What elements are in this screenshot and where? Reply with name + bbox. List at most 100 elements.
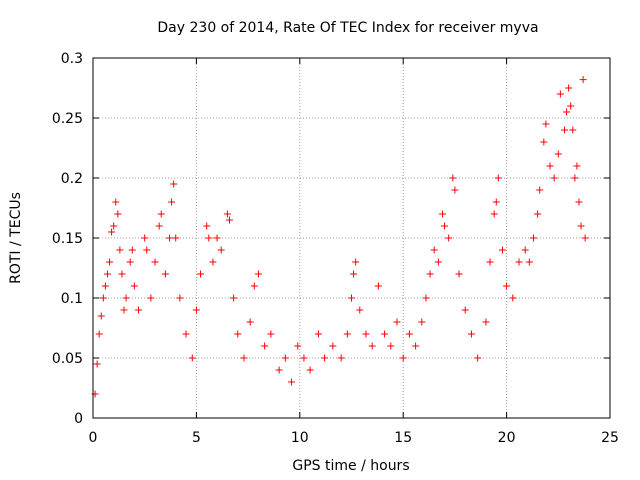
data-point — [108, 228, 116, 236]
y-tick-label: 0.1 — [61, 291, 83, 307]
data-point — [343, 330, 351, 338]
data-point — [350, 270, 358, 278]
data-point — [534, 210, 542, 218]
data-point — [155, 222, 163, 230]
data-point — [581, 234, 589, 242]
data-point — [449, 174, 457, 182]
data-point — [157, 210, 165, 218]
data-point — [540, 138, 548, 146]
data-point — [223, 210, 231, 218]
data-point — [234, 330, 242, 338]
data-point — [573, 162, 581, 170]
data-point — [170, 180, 178, 188]
data-point — [422, 294, 430, 302]
data-point — [445, 234, 453, 242]
data-point — [306, 366, 314, 374]
data-point — [455, 270, 463, 278]
data-point — [546, 162, 554, 170]
data-point — [374, 282, 382, 290]
x-tick-label: 15 — [394, 430, 412, 446]
data-point — [172, 234, 180, 242]
data-point — [122, 294, 130, 302]
data-point — [103, 270, 111, 278]
data-point — [441, 222, 449, 230]
data-point — [97, 312, 105, 320]
data-points — [91, 76, 589, 398]
data-point — [399, 354, 407, 362]
data-point — [368, 342, 376, 350]
x-tick-label: 10 — [291, 430, 309, 446]
data-point — [561, 126, 569, 134]
data-point — [230, 294, 238, 302]
data-point — [509, 294, 517, 302]
data-point — [120, 306, 128, 314]
data-point — [503, 282, 511, 290]
data-point — [579, 76, 587, 84]
data-point — [542, 120, 550, 128]
data-point — [482, 318, 490, 326]
data-point — [209, 258, 217, 266]
data-point — [554, 150, 562, 158]
data-point — [490, 210, 498, 218]
data-point — [569, 126, 577, 134]
data-point — [151, 258, 159, 266]
data-point — [461, 306, 469, 314]
data-point — [294, 342, 302, 350]
data-point — [486, 258, 494, 266]
data-point — [126, 258, 134, 266]
data-point — [426, 270, 434, 278]
data-point — [515, 258, 523, 266]
data-point — [571, 174, 579, 182]
x-tick-label: 5 — [192, 430, 201, 446]
data-point — [529, 234, 537, 242]
data-point — [412, 342, 420, 350]
data-point — [141, 234, 149, 242]
data-point — [314, 330, 322, 338]
data-point — [281, 354, 289, 362]
data-point — [498, 246, 506, 254]
data-point — [110, 222, 118, 230]
data-point — [387, 342, 395, 350]
data-point — [536, 186, 544, 194]
data-point — [182, 330, 190, 338]
data-point — [329, 342, 337, 350]
data-point — [451, 186, 459, 194]
data-point — [393, 318, 401, 326]
data-point — [205, 234, 213, 242]
data-point — [240, 354, 248, 362]
data-point — [267, 330, 275, 338]
plot-frame — [92, 57, 611, 419]
data-point — [118, 270, 126, 278]
y-tick-label: 0.2 — [61, 171, 83, 187]
data-point — [381, 330, 389, 338]
data-point — [474, 354, 482, 362]
data-point — [168, 198, 176, 206]
data-point — [93, 360, 101, 368]
data-point — [188, 354, 196, 362]
data-point — [525, 258, 533, 266]
y-tick-label: 0.25 — [52, 111, 83, 127]
data-point — [492, 198, 500, 206]
y-tick-label: 0.3 — [61, 51, 83, 67]
data-point — [246, 318, 254, 326]
data-point — [438, 210, 446, 218]
data-point — [134, 306, 142, 314]
data-point — [356, 306, 364, 314]
data-point — [147, 294, 155, 302]
data-point — [348, 294, 355, 302]
data-point — [430, 246, 438, 254]
axis-ticks: 0 5 10 15 20 25 0 0.05 0.1 0.15 0.2 0.25 0.3 — [52, 51, 619, 446]
x-tick-label: 25 — [601, 430, 619, 446]
data-point — [197, 270, 205, 278]
data-point — [225, 216, 233, 224]
data-point — [203, 222, 211, 230]
data-point — [213, 234, 221, 242]
data-point — [106, 258, 114, 266]
data-point — [565, 84, 573, 92]
data-point — [254, 270, 262, 278]
data-point — [405, 330, 413, 338]
data-point — [563, 108, 571, 116]
data-point — [275, 366, 283, 374]
y-tick-label: 0 — [74, 411, 83, 427]
data-point — [575, 198, 583, 206]
